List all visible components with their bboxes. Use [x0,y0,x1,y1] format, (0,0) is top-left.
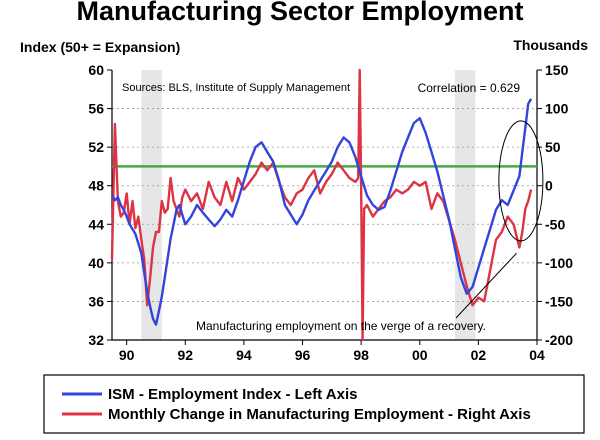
x-tick-label: 98 [353,347,369,363]
y-left-tick-label: 44 [88,216,104,232]
series-line-employment [110,68,533,342]
y-left-tick-label: 52 [88,139,104,155]
plot-area: 32 36 40 44 48 52 56 60 -200 -150 -100 -50 0 50 100 150… [88,62,573,363]
y-left-tick-label: 56 [88,101,104,117]
y-left-tick-label: 32 [88,332,104,348]
chart-title: Manufacturing Sector Employment [76,0,523,26]
y-right-axis-title: Thousands [513,37,588,53]
x-tick-label: 94 [236,347,252,363]
recession-band-2 [454,70,476,340]
y-right-tick-label: 100 [545,101,569,117]
correlation-annotation: Correlation = 0.629 [418,81,521,95]
y-left-axis-title: Index (50+ = Expansion) [20,39,180,55]
legend-box [43,374,585,434]
y-left-tick-label: 48 [88,178,104,194]
x-tick-label: 92 [177,347,193,363]
x-tick-label: 02 [471,347,487,363]
y-right-tick-label: -100 [545,255,573,271]
x-tick-label: 90 [119,347,135,363]
recession-band-1 [141,70,162,340]
x-tick-label: 00 [412,347,428,363]
y-left-tick-label: 36 [88,293,104,309]
recovery-highlight-ellipse [498,120,544,242]
recovery-annotation: Manufacturing employment on the verge of… [196,319,486,333]
x-tick-label: 04 [529,347,545,363]
y-right-tick-label: 150 [545,62,569,78]
y-left-tick-label: 60 [88,62,104,78]
y-right-tick-label: -200 [545,332,573,348]
legend-label-employment: Monthly Change in Manufacturing Employme… [108,406,531,423]
y-right-tick-label: -150 [545,293,573,309]
y-left-tick-label: 40 [88,255,104,271]
sources-annotation: Sources: BLS, Institute of Supply Manage… [122,82,350,94]
series-line-ism [110,98,533,326]
recovery-pointer-line [455,252,517,319]
x-tick-label: 96 [295,347,311,363]
y-right-tick-label: 0 [545,178,553,194]
y-right-tick-label: 50 [545,139,561,155]
y-right-tick-label: -50 [545,216,565,232]
legend-label-ism: ISM - Employment Index - Left Axis [108,386,357,403]
